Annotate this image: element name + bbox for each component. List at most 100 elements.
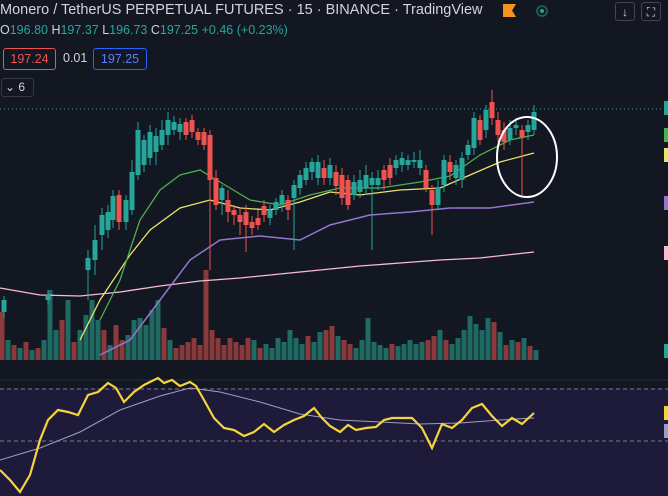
volume-bar <box>113 325 119 360</box>
volume-bar <box>203 270 209 360</box>
candle-body <box>501 130 507 142</box>
volume-bars <box>0 270 539 360</box>
candle-body <box>267 210 273 218</box>
ma-long-line <box>0 251 535 297</box>
indicators-toggle[interactable]: ⌄ 6 <box>1 78 34 97</box>
volume-bar <box>317 332 323 360</box>
candle-body <box>405 160 411 165</box>
sell-price-button[interactable]: 197.24 <box>3 48 56 70</box>
volume-bar <box>233 342 239 360</box>
volume-bar <box>431 336 437 360</box>
candle-body <box>375 178 381 185</box>
separator: · <box>316 2 322 18</box>
ohlc-readout: O196.80 H197.37 L196.73 C197.25 +0.46 (+… <box>0 23 288 37</box>
candle-body <box>85 258 91 270</box>
buy-price-button[interactable]: 197.25 <box>93 48 147 70</box>
volume-bar <box>521 338 527 360</box>
rsi-ma-tag <box>664 424 668 438</box>
candle-body <box>339 175 345 198</box>
volume-bar <box>227 338 233 360</box>
candle-body <box>465 145 471 155</box>
volume-bar <box>185 342 191 360</box>
brand-label: TradingView <box>402 2 483 18</box>
separator: · <box>287 2 293 18</box>
volume-bar <box>17 348 23 360</box>
volume-bar <box>35 348 41 360</box>
volume-bar <box>41 340 47 360</box>
volume-bar <box>335 336 341 360</box>
candle-body <box>135 130 141 175</box>
volume-bar <box>485 318 491 360</box>
volume-bar <box>209 330 215 360</box>
volume-bar <box>101 330 107 360</box>
volume-bar <box>281 342 287 360</box>
volume-bar <box>125 335 131 360</box>
chevron-down-icon: ⌄ <box>5 80 16 94</box>
low-value: 196.73 <box>109 23 148 37</box>
volume-bar <box>0 312 5 360</box>
candle-body <box>423 170 429 188</box>
volume-bar <box>395 346 401 360</box>
volume-bar <box>197 345 203 360</box>
candle-body <box>327 165 333 178</box>
high-value: 197.37 <box>60 23 99 37</box>
candle-body <box>279 195 285 205</box>
candle-body <box>399 158 405 165</box>
volume-bar <box>71 342 77 360</box>
candles <box>1 90 537 318</box>
low-label: L <box>102 23 110 37</box>
symbol-title[interactable]: Monero / TetherUS PERPETUAL FUTURES <box>0 2 284 18</box>
volume-bar <box>167 340 173 360</box>
flag-icon[interactable] <box>503 4 516 17</box>
candle-body <box>189 120 195 132</box>
volume-bar <box>83 315 89 360</box>
volume-bar <box>413 344 419 360</box>
candle-body <box>177 124 183 132</box>
volume-bar <box>383 348 389 360</box>
volume-bar <box>137 318 143 360</box>
candle-body <box>129 172 135 210</box>
volume-bar <box>155 300 161 360</box>
volume-bar <box>59 320 65 360</box>
close-label: C <box>150 23 160 37</box>
candle-body <box>387 165 393 178</box>
price-tag-ma-mid <box>664 128 668 142</box>
volume-bar <box>107 345 113 360</box>
volume-bar <box>491 322 497 360</box>
volume-bar <box>173 348 179 360</box>
volume-bar <box>287 330 293 360</box>
volume-bar <box>419 342 425 360</box>
fullscreen-icon[interactable]: ⛶ <box>641 2 661 21</box>
candle-body <box>285 200 291 210</box>
candle-body <box>141 140 147 165</box>
arrow-down-icon[interactable]: ↓ <box>615 2 635 21</box>
candle-body <box>363 175 369 188</box>
candle-body <box>213 178 219 205</box>
volume-bar <box>251 340 257 360</box>
volume-tag <box>664 344 668 358</box>
candle-body <box>261 206 267 215</box>
candle-body <box>525 125 531 132</box>
annotation-ellipse <box>496 116 558 198</box>
candle-body <box>471 118 477 148</box>
market-status-icon[interactable] <box>536 5 548 17</box>
candle-body <box>507 128 513 140</box>
interval-label[interactable]: 15 <box>296 2 313 18</box>
volume-bar <box>239 345 245 360</box>
candle-body <box>153 136 159 152</box>
volume-bar <box>305 336 311 360</box>
change-value: +0.46 (+0.23%) <box>201 23 288 37</box>
open-value: 196.80 <box>9 23 48 37</box>
volume-bar <box>329 326 335 360</box>
volume-bar <box>323 330 329 360</box>
candle-body <box>429 190 435 205</box>
candle-body <box>219 188 225 200</box>
candle-body <box>237 215 243 222</box>
volume-bar <box>89 300 95 360</box>
volume-bar <box>53 330 59 360</box>
rsi-pane <box>0 388 668 496</box>
candle-body <box>231 210 237 215</box>
close-value: 197.25 <box>159 23 199 37</box>
candle-body <box>243 212 249 225</box>
